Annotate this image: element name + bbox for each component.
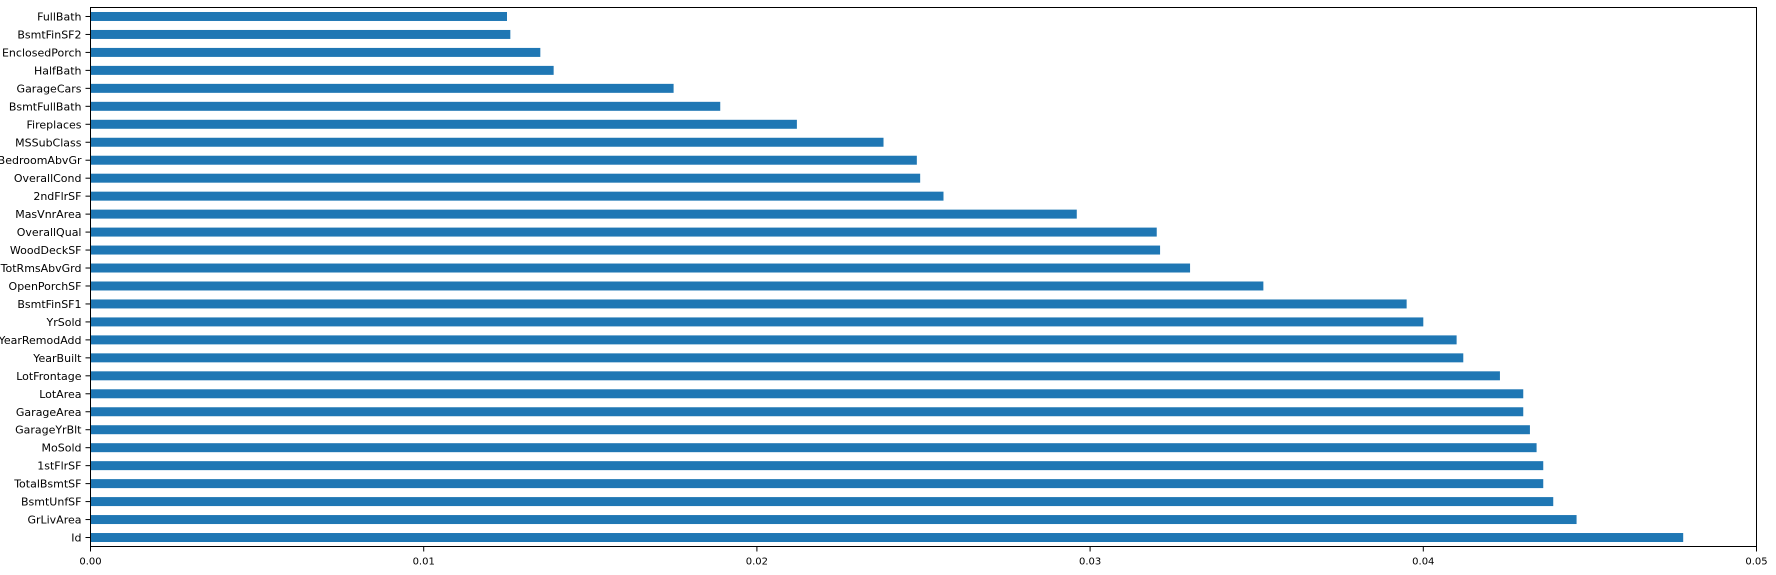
bar-GrLivArea xyxy=(90,515,1577,525)
y-tick-label: EnclosedPorch xyxy=(2,46,82,59)
y-tick-label: TotRmsAbvGrd xyxy=(0,262,82,275)
y-tick-label: YearRemodAdd xyxy=(0,334,82,347)
x-axis: 0.00 0.01 0.02 0.03 0.04 0.05 xyxy=(79,546,1768,568)
y-tick-label: HalfBath xyxy=(34,64,82,77)
y-tick-label: TotalBsmtSF xyxy=(13,478,81,491)
bar-MasVnrArea xyxy=(90,209,1077,219)
bar-Id xyxy=(90,533,1684,543)
bar-GarageCars xyxy=(90,83,674,93)
bar-TotalBsmtSF xyxy=(90,479,1544,489)
bar-TotRmsAbvGrd xyxy=(90,263,1191,273)
bar-MSSubClass xyxy=(90,137,884,147)
x-tick-label: 0.04 xyxy=(1412,557,1434,568)
x-tick-label: 0.03 xyxy=(1079,557,1101,568)
bar-2ndFlrSF xyxy=(90,191,944,201)
bar-GarageArea xyxy=(90,407,1524,417)
bar-BsmtFinSF1 xyxy=(90,299,1407,309)
bars-group xyxy=(90,11,1684,543)
x-tick-label: 0.05 xyxy=(1745,557,1767,568)
bar-GarageYrBlt xyxy=(90,425,1530,435)
y-tick-label: MasVnrArea xyxy=(15,208,81,221)
x-tick-label: 0.00 xyxy=(79,557,101,568)
y-tick-label: BsmtFinSF1 xyxy=(17,298,81,311)
plot-frame xyxy=(90,7,1757,547)
y-tick-label: LotFrontage xyxy=(16,370,82,383)
bar-LotFrontage xyxy=(90,371,1500,381)
bar-BsmtFullBath xyxy=(90,101,721,111)
bar-WoodDeckSF xyxy=(90,245,1161,255)
bar-Fireplaces xyxy=(90,119,797,129)
y-tick-label: BsmtFinSF2 xyxy=(17,28,81,41)
y-tick-label: 1stFlrSF xyxy=(37,460,81,473)
bar-BsmtFinSF2 xyxy=(90,29,511,39)
bar-BedroomAbvGr xyxy=(90,155,917,165)
x-tick-label: 0.02 xyxy=(746,557,768,568)
y-tick-label: LotArea xyxy=(39,388,81,401)
y-tick-label: BsmtFullBath xyxy=(9,100,82,113)
y-tick-label: WoodDeckSF xyxy=(10,244,82,257)
y-tick-label: GrLivArea xyxy=(27,514,81,527)
bar-YearRemodAdd xyxy=(90,335,1457,345)
y-tick-label: GarageArea xyxy=(16,406,82,419)
y-tick-label: OverallCond xyxy=(14,172,82,185)
y-tick-label: MSSubClass xyxy=(15,136,82,149)
bar-YearBuilt xyxy=(90,353,1464,363)
y-tick-label: YrSold xyxy=(46,316,82,329)
bar-OpenPorchSF xyxy=(90,281,1264,291)
x-tick-label: 0.01 xyxy=(413,557,435,568)
bar-YrSold xyxy=(90,317,1424,327)
bar-EnclosedPorch xyxy=(90,47,541,57)
y-tick-label: FullBath xyxy=(37,10,81,23)
y-tick-label: 2ndFlrSF xyxy=(33,190,81,203)
y-tick-label: Id xyxy=(71,532,81,545)
y-tick-label: OverallQual xyxy=(17,226,82,239)
bar-MoSold xyxy=(90,443,1537,453)
y-tick-label: MoSold xyxy=(42,442,82,455)
bar-OverallQual xyxy=(90,227,1157,237)
y-tick-label: GarageYrBlt xyxy=(15,424,82,437)
bar-BsmtUnfSF xyxy=(90,497,1554,507)
y-tick-label: YearBuilt xyxy=(32,352,82,365)
y-tick-label: BedroomAbvGr xyxy=(0,154,82,167)
y-tick-label: GarageCars xyxy=(17,82,82,95)
y-axis: Id GrLivArea BsmtUnfSF TotalBsmtSF 1stFlrSF M… xyxy=(0,10,91,545)
y-tick-label: OpenPorchSF xyxy=(9,280,82,293)
bar-OverallCond xyxy=(90,173,921,183)
y-tick-label: BsmtUnfSF xyxy=(21,496,82,509)
bar-HalfBath xyxy=(90,65,554,75)
bar-1stFlrSF xyxy=(90,461,1544,471)
bar-LotArea xyxy=(90,389,1524,399)
bar-FullBath xyxy=(90,11,507,21)
y-tick-label: Fireplaces xyxy=(27,118,82,131)
